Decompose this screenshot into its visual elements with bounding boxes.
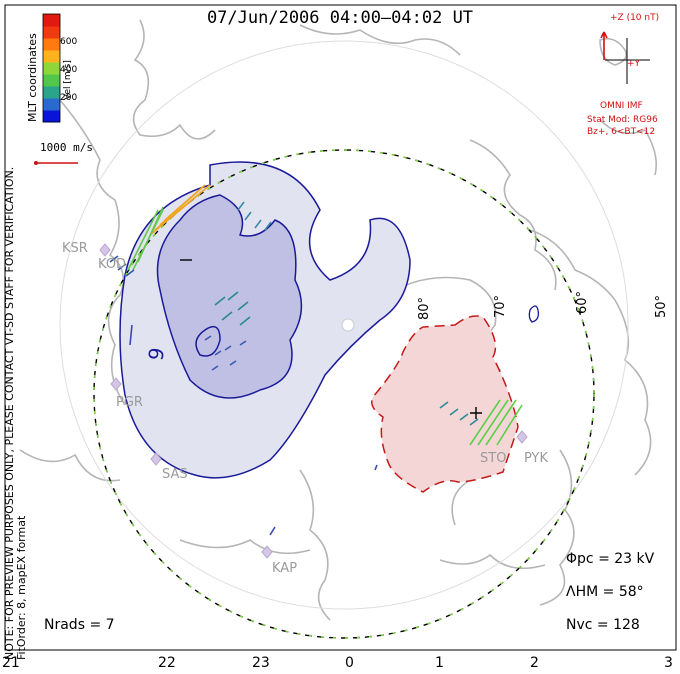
station-sto: STO xyxy=(480,451,507,466)
mlt-tick-1: 1 xyxy=(435,655,444,671)
lat-circle-50 xyxy=(59,40,629,610)
coords-label: MLT coordinates xyxy=(26,33,39,122)
station-kod: KOD xyxy=(98,257,127,272)
stat-lambda-hm: ΛHM = 58° xyxy=(566,584,644,600)
station-markers xyxy=(99,243,528,559)
imf-z-label: +Z (10 nT) xyxy=(610,13,660,23)
colorbar-swatch xyxy=(43,62,60,75)
colorbar-swatch xyxy=(43,86,60,99)
stat-phi-pc: Φpc = 23 kV xyxy=(566,551,655,567)
imf-model-line1: Stat Mod: RG96 xyxy=(587,115,658,125)
colorbar-frame xyxy=(42,13,61,123)
positive-center-marker xyxy=(470,407,482,419)
station-kap: KAP xyxy=(272,561,298,576)
station-sas: SAS xyxy=(162,467,188,482)
magnetic-pole-marker xyxy=(341,318,355,332)
colorbar-swatch xyxy=(43,110,60,123)
mlt-tick-21: 21 xyxy=(2,655,20,671)
mlt-tick-2: 2 xyxy=(530,655,539,671)
mlt-tick-0: 0 xyxy=(345,655,354,671)
colorbar-swatch xyxy=(43,98,60,111)
station-pyk: PYK xyxy=(524,451,549,466)
velocity-vectors xyxy=(109,184,523,536)
colorbar-tick-600: 600 xyxy=(60,37,78,47)
lat-label-60: 60° xyxy=(575,290,590,314)
map-title: 07/Jun/2006 04:00–04:02 UT xyxy=(206,8,474,28)
lat-label-70: 70° xyxy=(493,294,508,318)
negative-cell-inner xyxy=(156,194,303,399)
scale-vector xyxy=(34,161,78,165)
station-pgr: PGR xyxy=(116,395,143,410)
small-contour xyxy=(528,305,540,323)
plot-frame xyxy=(4,4,677,651)
mlt-tick-3: 3 xyxy=(664,655,673,671)
imf-clock xyxy=(600,31,650,84)
colorbar-tick-400: 400 xyxy=(60,65,78,75)
mlt-tick-22: 22 xyxy=(158,655,176,671)
colorbar-swatch xyxy=(43,14,60,27)
fit-order-note: FitOrder: 8, mapEX format xyxy=(15,515,28,660)
colorbar-swatch xyxy=(43,26,60,39)
colorbar-swatch xyxy=(43,74,60,87)
imf-source: OMNI IMF xyxy=(600,101,643,111)
imf-y-label: +Y xyxy=(627,59,641,69)
preview-note: NOTE: FOR PREVIEW PURPOSES ONLY, PLEASE … xyxy=(3,166,16,660)
negative-cell-core xyxy=(195,325,221,357)
colorbar-swatch xyxy=(43,38,60,51)
scale-vector-label: 1000 m/s xyxy=(40,141,93,154)
hm-boundary-vectors xyxy=(93,149,595,639)
lat-label-50: 50° xyxy=(654,294,669,318)
stat-n-vc: Nvc = 128 xyxy=(566,617,640,633)
colorbar xyxy=(43,14,60,123)
colorbar-tick-200: 200 xyxy=(60,93,78,103)
mlt-tick-23: 23 xyxy=(252,655,270,671)
lat-label-80: 80° xyxy=(417,296,432,320)
imf-model-line2: Bz+, 6<BT<12 xyxy=(587,127,656,137)
station-ksr: KSR xyxy=(62,241,88,256)
stat-n-rads: Nrads = 7 xyxy=(44,617,115,633)
colorbar-swatch xyxy=(43,50,60,63)
